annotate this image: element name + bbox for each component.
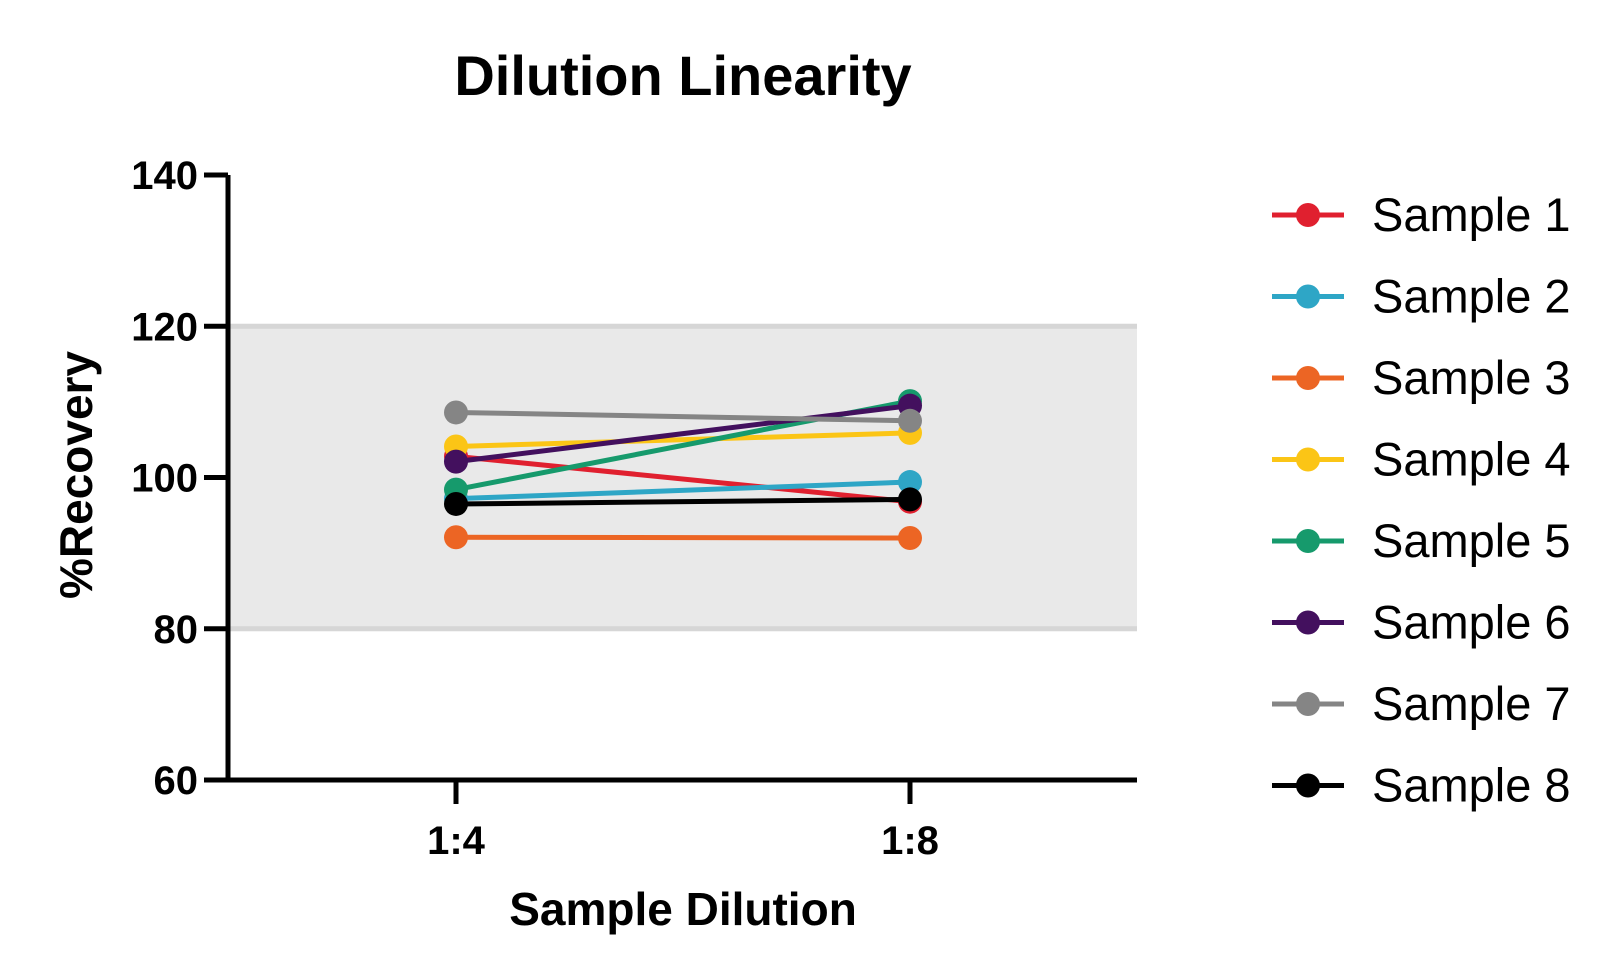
legend-item: Sample 6 (1272, 596, 1571, 649)
legend-item: Sample 2 (1272, 270, 1571, 323)
legend-swatch-marker (1296, 284, 1320, 309)
legend-swatch-marker (1296, 610, 1320, 635)
series-line (455, 534, 911, 541)
x-axis-title: Sample Dilution (509, 883, 857, 935)
legend-item: Sample 3 (1272, 351, 1571, 404)
legend-swatch-marker (1296, 692, 1320, 716)
legend-item: Sample 5 (1272, 514, 1571, 567)
legend-item: Sample 1 (1272, 188, 1571, 241)
legend-swatch-marker (1296, 773, 1320, 798)
legend-swatch-marker (1296, 203, 1320, 227)
data-point (444, 525, 468, 550)
legend-swatch-marker (1296, 366, 1320, 390)
legend-label: Sample 5 (1372, 514, 1571, 567)
data-point (444, 491, 468, 516)
series-layer (444, 389, 922, 550)
series-line (455, 453, 911, 505)
data-point (444, 400, 468, 425)
legend-label: Sample 7 (1372, 677, 1571, 730)
legend: Sample 1 Sample 2 Sample 3 Sample 4 Sample 5… (1272, 188, 1571, 812)
legend-label: Sample 1 (1372, 188, 1571, 241)
x-tick-label: 1:8 (881, 819, 939, 863)
chart-title: Dilution Linearity (454, 44, 911, 107)
data-point (898, 526, 922, 550)
legend-label: Sample 4 (1372, 433, 1571, 486)
legend-item: Sample 8 (1272, 759, 1571, 812)
legend-label: Sample 8 (1372, 759, 1571, 812)
data-point (898, 487, 922, 512)
y-tick-label: 120 (131, 305, 198, 349)
y-axis-title: %Recovery (50, 351, 102, 599)
legend-label: Sample 2 (1372, 270, 1571, 323)
y-tick-label: 140 (131, 154, 198, 198)
series-7 (444, 400, 922, 433)
legend-swatch-marker (1296, 529, 1320, 553)
series-line (455, 409, 911, 424)
legend-label: Sample 3 (1372, 351, 1571, 404)
legend-swatch-marker (1296, 447, 1320, 472)
series-line (455, 430, 911, 449)
series-3 (444, 525, 922, 550)
y-tick-label: 60 (154, 759, 199, 803)
legend-item: Sample 4 (1272, 433, 1571, 486)
x-tick-label: 1:4 (427, 819, 486, 863)
series-line (455, 479, 911, 502)
data-point (444, 449, 468, 474)
data-point (898, 470, 922, 495)
legend-item: Sample 7 (1272, 677, 1571, 730)
y-tick-label: 100 (131, 457, 198, 501)
axes: 60 80 100 120 140 1:4 1:8 (131, 154, 1137, 863)
data-point (898, 408, 922, 433)
series-line (455, 403, 911, 465)
series-8 (444, 487, 922, 516)
series-line (455, 496, 911, 507)
legend-label: Sample 6 (1372, 596, 1571, 649)
y-tick-label: 80 (154, 608, 199, 652)
